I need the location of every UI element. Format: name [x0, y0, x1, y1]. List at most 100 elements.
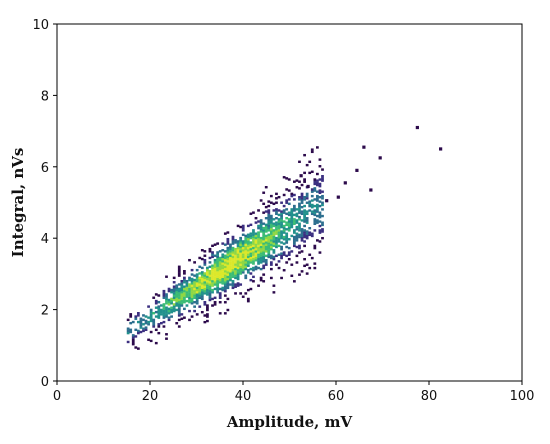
density-bin — [295, 212, 299, 216]
density-bin — [295, 214, 299, 218]
density-bin — [298, 244, 301, 248]
density-bin — [249, 250, 253, 253]
density-bin — [234, 241, 237, 244]
density-bin — [277, 209, 281, 212]
density-bin — [292, 242, 296, 245]
density-bin — [180, 286, 184, 290]
density-bin — [170, 302, 173, 305]
density-bin — [229, 278, 232, 282]
density-bin — [211, 244, 214, 247]
density-bin — [195, 268, 199, 272]
density-bin — [269, 239, 273, 242]
density-bin — [193, 281, 197, 284]
density-bin — [280, 214, 283, 218]
density-bin — [208, 289, 212, 293]
density-bin — [298, 233, 301, 237]
density-bin — [185, 299, 189, 303]
density-bin — [277, 244, 281, 248]
density-bin — [234, 292, 237, 295]
density-bin — [206, 291, 209, 294]
density-bin — [154, 299, 158, 303]
density-bin — [236, 251, 240, 254]
density-bin — [234, 263, 237, 266]
density-bin — [305, 192, 309, 196]
density-bin — [267, 244, 271, 248]
density-bin — [211, 304, 214, 307]
density-bin — [177, 296, 181, 299]
density-bin — [298, 187, 301, 190]
density-bin — [216, 271, 220, 274]
density-bin — [285, 236, 289, 240]
density-bin — [318, 204, 322, 208]
density-bin — [264, 263, 268, 266]
density-bin — [203, 261, 207, 264]
density-bin — [298, 204, 301, 208]
density-bin — [269, 243, 273, 246]
density-bin — [213, 265, 217, 269]
density-bin — [234, 259, 237, 262]
density-bin — [292, 229, 296, 232]
density-bin — [193, 292, 197, 295]
density-bin — [257, 240, 260, 243]
density-bin — [177, 292, 181, 295]
density-bin — [175, 295, 179, 298]
density-bin — [162, 294, 166, 297]
density-bin — [285, 261, 289, 264]
density-bin — [185, 304, 189, 307]
density-bin — [303, 213, 306, 217]
density-bin — [177, 314, 181, 317]
density-bin — [175, 308, 179, 312]
density-bin — [147, 323, 150, 326]
density-bin — [259, 247, 263, 251]
density-bin — [300, 212, 304, 216]
density-bin — [280, 221, 283, 224]
density-bin — [310, 203, 314, 207]
density-bin — [241, 233, 245, 236]
density-bin — [177, 307, 181, 311]
density-bin — [226, 260, 230, 263]
density-bin — [316, 197, 319, 200]
density-bin — [318, 240, 322, 243]
density-bin — [203, 281, 207, 284]
density-bin — [303, 196, 306, 199]
density-bin — [231, 284, 235, 287]
density-bin — [252, 266, 255, 270]
density-bin — [226, 286, 230, 290]
density-bin — [203, 301, 207, 304]
density-bin — [206, 304, 209, 307]
density-bin — [262, 191, 266, 194]
density-bin — [165, 299, 168, 303]
density-bin — [221, 268, 225, 272]
density-bin — [254, 232, 258, 235]
density-bin — [298, 222, 301, 225]
density-bin — [287, 213, 291, 217]
outlier-point — [355, 168, 359, 172]
density-bin — [280, 217, 283, 220]
density-bin — [183, 307, 186, 311]
density-bin — [321, 208, 324, 211]
density-bin — [252, 233, 255, 236]
density-bin — [226, 242, 230, 245]
density-bin — [252, 262, 255, 265]
density-bin — [285, 245, 289, 249]
density-bin — [129, 330, 133, 334]
density-bin — [213, 243, 217, 246]
density-bin — [234, 272, 237, 275]
density-bin — [218, 287, 222, 291]
density-bin — [134, 335, 138, 338]
density-bin — [206, 284, 209, 287]
density-bin — [188, 287, 191, 291]
density-bin — [303, 224, 306, 228]
density-bin — [152, 318, 156, 322]
density-bin — [257, 220, 260, 223]
density-bin — [305, 217, 309, 220]
density-bin — [277, 253, 281, 256]
density-bin — [282, 235, 286, 239]
density-bin — [298, 273, 301, 276]
density-bin — [280, 212, 283, 215]
density-bin — [264, 259, 268, 262]
density-bin — [144, 328, 148, 332]
density-bin — [275, 201, 278, 204]
density-bin — [259, 223, 263, 227]
density-bin — [292, 220, 296, 223]
